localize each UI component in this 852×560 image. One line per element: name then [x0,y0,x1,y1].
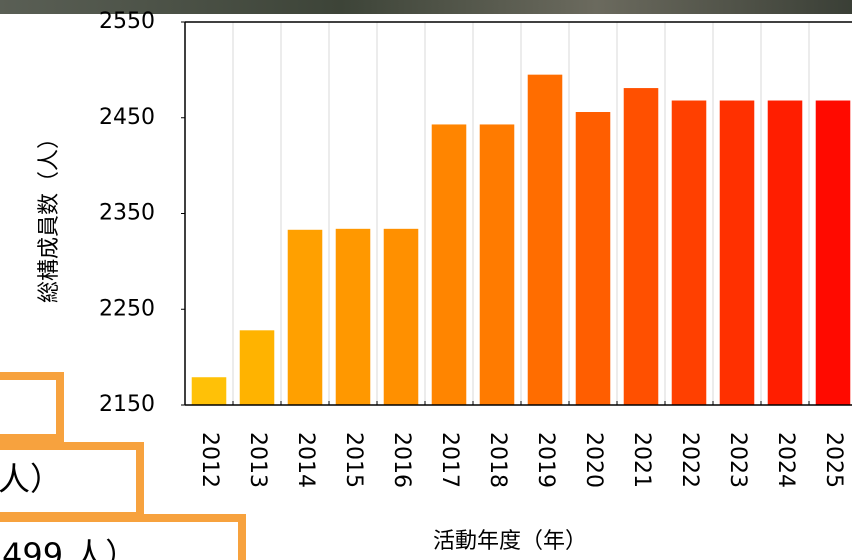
x-tick-label: 2020 [581,432,606,488]
bar [624,88,659,405]
x-tick-label: 2013 [245,432,270,488]
callout-text: 人） [0,460,62,498]
x-tick-label: 2021 [629,432,654,488]
callout-box [0,376,60,438]
bar [240,330,275,405]
y-tick-label: 2250 [99,296,155,321]
bar [384,229,419,405]
bar [192,377,227,405]
y-tick-label: 2550 [99,9,155,34]
bar [432,124,467,405]
chart: 2150 2250 2350 2450 2550 2012 2013 2014 2015 2016… [0,0,852,560]
x-tick-label: 2016 [389,432,414,488]
x-tick-label: 2022 [677,432,702,488]
bar [336,229,371,405]
y-axis-label: 総構成員数（人） [37,127,62,303]
y-tick-label: 2450 [99,105,155,130]
x-tick-label: 2019 [533,432,558,488]
x-tick-label: 2012 [197,432,222,488]
page: 2150 2250 2350 2450 2550 2012 2013 2014 2015 2016… [0,0,852,560]
x-tick-label: 2023 [725,432,750,488]
y-tick-label: 2150 [99,392,155,417]
bar [576,112,611,405]
bar [720,101,755,405]
bar [480,124,515,405]
callout-text: 499 人） [2,536,137,560]
x-tick-label: 2018 [485,432,510,488]
x-tick-label: 2017 [437,432,462,488]
x-axis-label: 活動年度（年） [433,529,587,554]
x-tick-label: 2014 [293,432,318,488]
bar [816,101,851,405]
y-tick-label: 2350 [99,201,155,226]
x-tick-label: 2015 [341,432,366,488]
bar [768,101,803,405]
bar [672,101,707,405]
x-tick-label: 2025 [821,432,846,488]
bar [288,230,323,405]
bar [528,75,563,405]
x-tick-label: 2024 [773,432,798,488]
